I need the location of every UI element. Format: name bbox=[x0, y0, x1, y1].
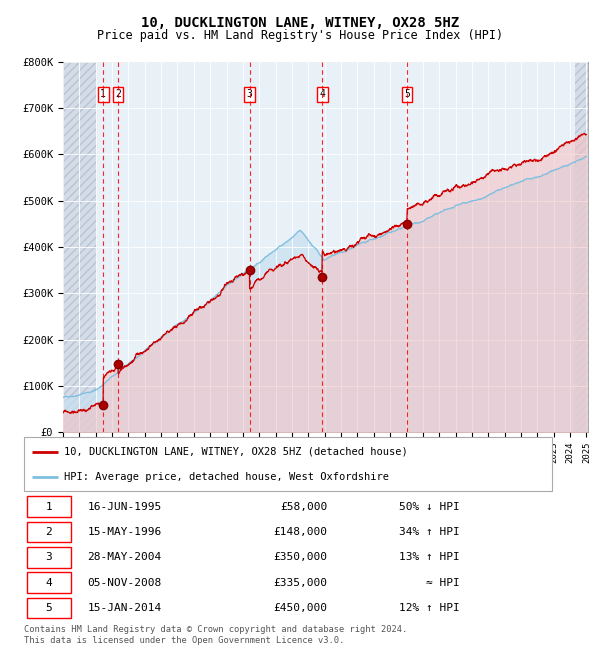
Text: £350,000: £350,000 bbox=[274, 552, 328, 562]
Text: £148,000: £148,000 bbox=[274, 527, 328, 537]
Text: 4: 4 bbox=[46, 578, 52, 588]
Text: 34% ↑ HPI: 34% ↑ HPI bbox=[400, 527, 460, 537]
Text: 10, DUCKLINGTON LANE, WITNEY, OX28 5HZ (detached house): 10, DUCKLINGTON LANE, WITNEY, OX28 5HZ (… bbox=[64, 447, 407, 457]
Text: HPI: Average price, detached house, West Oxfordshire: HPI: Average price, detached house, West… bbox=[64, 473, 389, 482]
Text: 13% ↑ HPI: 13% ↑ HPI bbox=[400, 552, 460, 562]
Text: 05-NOV-2008: 05-NOV-2008 bbox=[88, 578, 162, 588]
Bar bbox=[63, 62, 97, 432]
Text: 16-JUN-1995: 16-JUN-1995 bbox=[88, 502, 162, 512]
Text: 4: 4 bbox=[319, 89, 325, 99]
Text: £58,000: £58,000 bbox=[280, 502, 328, 512]
Text: 28-MAY-2004: 28-MAY-2004 bbox=[88, 552, 162, 562]
Text: 1: 1 bbox=[100, 89, 106, 99]
Text: 5: 5 bbox=[404, 89, 410, 99]
Text: 15-JAN-2014: 15-JAN-2014 bbox=[88, 603, 162, 613]
Text: 15-MAY-1996: 15-MAY-1996 bbox=[88, 527, 162, 537]
Text: ≈ HPI: ≈ HPI bbox=[427, 578, 460, 588]
Text: Price paid vs. HM Land Registry's House Price Index (HPI): Price paid vs. HM Land Registry's House … bbox=[97, 29, 503, 42]
Text: £335,000: £335,000 bbox=[274, 578, 328, 588]
Text: 50% ↓ HPI: 50% ↓ HPI bbox=[400, 502, 460, 512]
Text: 2: 2 bbox=[115, 89, 121, 99]
Text: 1: 1 bbox=[46, 502, 52, 512]
Text: 2: 2 bbox=[46, 527, 52, 537]
FancyBboxPatch shape bbox=[24, 437, 552, 491]
FancyBboxPatch shape bbox=[27, 598, 71, 618]
Text: 5: 5 bbox=[46, 603, 52, 613]
Text: 3: 3 bbox=[247, 89, 253, 99]
FancyBboxPatch shape bbox=[27, 522, 71, 542]
Text: 10, DUCKLINGTON LANE, WITNEY, OX28 5HZ: 10, DUCKLINGTON LANE, WITNEY, OX28 5HZ bbox=[141, 16, 459, 31]
FancyBboxPatch shape bbox=[27, 497, 71, 517]
Text: £450,000: £450,000 bbox=[274, 603, 328, 613]
Text: Contains HM Land Registry data © Crown copyright and database right 2024.
This d: Contains HM Land Registry data © Crown c… bbox=[24, 625, 407, 645]
Text: 3: 3 bbox=[46, 552, 52, 562]
Text: 12% ↑ HPI: 12% ↑ HPI bbox=[400, 603, 460, 613]
FancyBboxPatch shape bbox=[27, 573, 71, 593]
Bar bbox=[575, 62, 588, 432]
FancyBboxPatch shape bbox=[27, 547, 71, 567]
